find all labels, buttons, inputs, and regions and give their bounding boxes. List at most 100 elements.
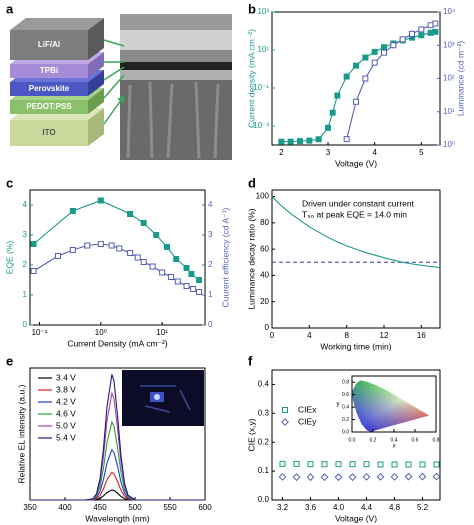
marker (315, 136, 322, 143)
legend-label: CIEx (298, 404, 317, 414)
marker (196, 277, 203, 283)
y-tick-label: 0.4 (258, 380, 270, 389)
x-tick-label: 10¹ (156, 328, 168, 337)
marker (159, 269, 166, 276)
layer-label: ITO (42, 128, 55, 137)
legend-label: 4.2 V (56, 396, 76, 406)
series-line (33, 199, 200, 281)
marker (69, 247, 76, 253)
x-tick-label: 600 (198, 503, 212, 512)
marker (69, 208, 76, 214)
tem-image (120, 14, 232, 160)
x-axis-label: Working time (min) (320, 341, 391, 351)
annotation: T₅₀ at peak EQE = 14.0 min (302, 209, 407, 219)
slab-side (88, 18, 104, 60)
slab-side (88, 88, 104, 114)
x-tick-label: 3 (326, 148, 331, 157)
slab (10, 82, 88, 96)
marker (334, 92, 341, 99)
marker (320, 473, 329, 482)
marker (348, 473, 357, 482)
marker (153, 232, 160, 238)
x-tick-label: 450 (93, 503, 107, 512)
x-tick-label: 4.0 (333, 503, 345, 512)
x-tick-label: 16 (417, 331, 426, 340)
series-line (30, 471, 205, 501)
y2-tick-label: 10³ (443, 40, 455, 49)
y-tick-label: 0 (23, 320, 28, 329)
y-tick-label: 100 (256, 192, 270, 201)
marker (404, 472, 413, 481)
y2-tick-label: 10² (443, 74, 455, 83)
marker (343, 73, 350, 80)
marker (149, 263, 156, 270)
legend-label: CIEy (298, 416, 317, 426)
marker (183, 265, 190, 271)
marker (390, 42, 397, 49)
y-tick-label: 40 (260, 271, 269, 280)
marker (163, 244, 170, 250)
marker (279, 460, 286, 467)
y-axis-label: CIE (x,y) (246, 418, 256, 451)
y-tick-label: 80 (260, 218, 269, 227)
y2-axis-label: Luminance (cd m⁻²) (455, 41, 465, 117)
x-tick-label: 0.0 (349, 437, 356, 443)
annotation: Driven under constant current (302, 198, 415, 208)
marker (381, 44, 387, 51)
y2-tick-label: 0 (208, 320, 213, 329)
marker (376, 472, 385, 481)
x-tick-label: 4.4 (361, 503, 373, 512)
legend-label: 4.6 V (56, 408, 76, 418)
marker (140, 259, 147, 265)
y-tick-label: 10³ (257, 7, 269, 16)
marker (307, 461, 314, 468)
panel-letter: b (248, 1, 256, 16)
marker (362, 54, 369, 61)
legend-swatch (282, 407, 288, 413)
y-tick-label: 0.4 (342, 404, 349, 410)
x-tick-label: 3.2 (277, 503, 289, 512)
series-line (30, 489, 205, 501)
marker (362, 472, 371, 481)
y-tick-label: 0.2 (342, 417, 349, 423)
marker (97, 197, 104, 204)
marker (174, 278, 181, 285)
series-line (271, 196, 441, 269)
x-axis-label: Voltage (V) (335, 513, 377, 523)
legend-label: 3.4 V (56, 372, 76, 382)
cie-horseshoe-blue (352, 380, 430, 432)
y2-tick-label: 2 (208, 260, 213, 269)
layer-label: TPBi (40, 66, 58, 75)
x-tick-label: 0.8 (433, 437, 440, 443)
marker (432, 28, 439, 35)
legend-swatch (281, 418, 289, 426)
marker (97, 241, 104, 247)
y-tick-label: 0.1 (258, 466, 270, 475)
panel-a: a LiF/Al TPBi Perovskite PEDOT:PSS ITO (6, 1, 232, 160)
layer-label: Perovskite (29, 84, 70, 93)
marker (173, 256, 180, 262)
y-tick-label: 4 (23, 200, 28, 209)
legend-label: 5.4 V (56, 432, 76, 442)
slab (10, 30, 88, 60)
marker (329, 109, 336, 116)
y-tick-label: 10⁻³ (253, 121, 269, 130)
y2-tick-label: 10⁴ (443, 7, 456, 16)
marker (306, 137, 313, 144)
photo-detail (140, 385, 191, 413)
y-tick-label: 0.0 (342, 429, 349, 435)
marker (371, 59, 378, 66)
marker (116, 245, 123, 252)
x-tick-label: 4 (307, 331, 312, 340)
x-tick-label: 350 (23, 503, 37, 512)
tem-band (120, 14, 232, 30)
y-tick-label: 0 (265, 323, 270, 332)
y-tick-label: 10¹ (257, 45, 269, 54)
marker (297, 138, 303, 145)
x-tick-label: 10⁻¹ (32, 328, 48, 337)
tem-band (120, 30, 232, 50)
x-tick-label: 550 (163, 503, 177, 512)
plot-frame (29, 189, 206, 326)
y-tick-label: 3 (23, 230, 28, 239)
y2-tick-label: 1 (208, 290, 213, 299)
